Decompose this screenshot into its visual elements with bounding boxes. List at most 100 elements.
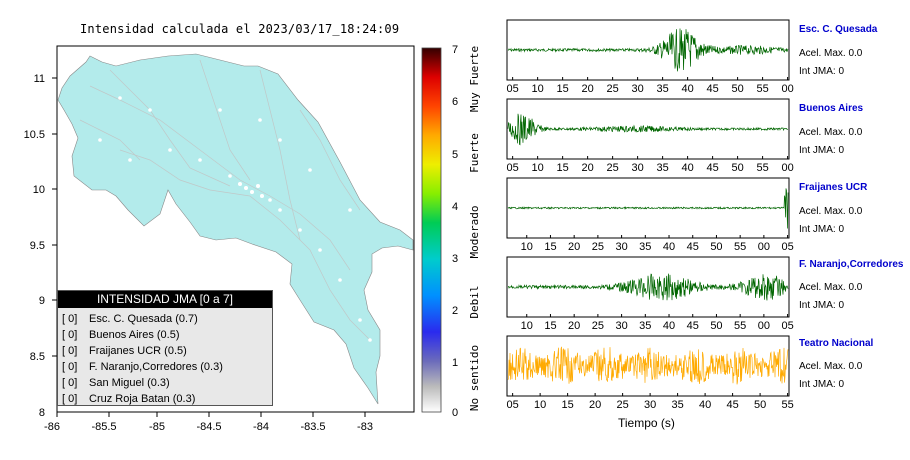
- costa-rica-land: [57, 53, 414, 405]
- trace-tick-label: 35: [671, 399, 683, 411]
- trace-tick-label: 15: [544, 320, 556, 332]
- trace-tick-label: 30: [631, 162, 643, 174]
- trace-tick-label: 05: [781, 241, 793, 253]
- trace-tick-label: 00: [758, 320, 770, 332]
- legend-value: [ 0]: [62, 345, 78, 357]
- lon-ticks: [56, 412, 366, 417]
- trace-tick-label: 10: [534, 399, 546, 411]
- trace-tick-label: 15: [557, 162, 569, 174]
- trace-tick-label: 30: [644, 399, 656, 411]
- map-title: Intensidad calculada el 2023/03/17_18:24…: [80, 22, 400, 36]
- trace-tick-label: 15: [562, 399, 574, 411]
- trace-tick-label: 00: [758, 241, 770, 253]
- trace-tick-label: 05: [781, 320, 793, 332]
- trace-tick-label: 05: [507, 399, 519, 411]
- trace-tick-label: 50: [731, 83, 743, 95]
- trace-tick-label: 55: [734, 320, 746, 332]
- lat-tick-labels: 11 10.5 10 9.5 9 8.5 8: [24, 73, 45, 419]
- trace-panel: 05 10 15 20 25 30 35 40 45 50 55: [506, 335, 794, 411]
- trace-tick-label: 20: [582, 83, 594, 95]
- lat-tick-label: 8: [39, 407, 45, 419]
- trace-tick-label: 15: [557, 83, 569, 95]
- trace-tick-label: 55: [734, 241, 746, 253]
- trace-tick-label: 50: [710, 241, 722, 253]
- trace-tick-label: 50: [710, 320, 722, 332]
- trace-tick-label: 35: [639, 320, 651, 332]
- legend-station: Cruz Roja Batan (0.3): [89, 393, 196, 405]
- trace-tick-label: 55: [781, 399, 793, 411]
- legend-row: [ 0] Fraijanes UCR (0.5): [58, 343, 272, 359]
- trace-2-name: Fraijanes UCR: [799, 182, 868, 193]
- intensity-legend: INTENSIDAD JMA [0 a 7] [ 0] Esc. C. Quesa…: [57, 290, 273, 406]
- trace-tick-label: 45: [706, 83, 718, 95]
- lon-tick-label: -86: [44, 421, 60, 433]
- lon-tick-label: -84.5: [196, 421, 221, 433]
- trace-1-name: Buenos Aires: [799, 103, 864, 114]
- trace-tick-label: 20: [589, 399, 601, 411]
- trace-0-jma: Int JMA: 0: [799, 66, 845, 77]
- trace-4-name: Teatro Nacional: [799, 338, 874, 349]
- trace-tick-label: 40: [699, 399, 711, 411]
- trace-1-acel: Acel. Max. 0.0: [799, 127, 863, 138]
- trace-tick-label: 35: [656, 83, 668, 95]
- lat-tick-label: 11: [34, 73, 45, 85]
- trace-tick-label: 50: [731, 162, 743, 174]
- map-roads: [79, 59, 371, 341]
- lat-tick-label: 9.5: [30, 240, 45, 252]
- legend-row: [ 0] F. Naranjo,Corredores (0.3): [58, 359, 272, 375]
- legend-value: [ 0]: [62, 313, 78, 325]
- trace-tick-label: 00: [781, 162, 793, 174]
- trace-tick-label: 25: [606, 162, 618, 174]
- trace-tick-label: 40: [681, 162, 693, 174]
- trace-1-jma: Int JMA: 0: [799, 145, 845, 156]
- trace-3-jma: Int JMA: 0: [799, 300, 845, 311]
- legend-value: [ 0]: [62, 377, 78, 389]
- trace-waveform: [507, 28, 789, 72]
- trace-3-name: F. Naranjo,Corredores: [799, 259, 904, 270]
- time-axis-label: Tiempo (s): [618, 416, 675, 430]
- legend-value: [ 0]: [62, 329, 78, 341]
- trace-panel: 05 10 15 20 25 30 35 40 45 50 55 00: [506, 19, 794, 95]
- trace-tick-label: 30: [615, 320, 627, 332]
- legend-row: [ 0] Buenos Aires (0.5): [58, 327, 272, 343]
- trace-tick-label: 45: [706, 162, 718, 174]
- legend-row: [ 0] San Miguel (0.3): [58, 375, 272, 391]
- trace-tick-label: 10: [521, 320, 533, 332]
- trace-waveform: [507, 273, 789, 301]
- lon-tick-label: -85: [149, 421, 165, 433]
- trace-tick-label: 10: [521, 241, 533, 253]
- trace-tick-label: 50: [754, 399, 766, 411]
- trace-tick-label: 45: [687, 241, 699, 253]
- trace-tick-label: 15: [544, 241, 556, 253]
- legend-station: San Miguel (0.3): [89, 377, 170, 389]
- trace-3-acel: Acel. Max. 0.0: [799, 282, 863, 293]
- lat-tick-label: 8.5: [30, 351, 45, 363]
- lat-tick-label: 9: [39, 295, 45, 307]
- legend-value: [ 0]: [62, 361, 78, 373]
- lon-tick-labels: -86 -85.5 -85 -84.5 -84 -83.5 -83: [44, 421, 373, 433]
- trace-tick-label: 45: [687, 320, 699, 332]
- trace-2-jma: Int JMA: 0: [799, 224, 845, 235]
- lat-tick-label: 10.5: [24, 129, 45, 141]
- trace-tick-label: 10: [532, 83, 544, 95]
- trace-tick-label: 40: [663, 241, 675, 253]
- legend-station: Fraijanes UCR (0.5): [89, 345, 187, 357]
- trace-tick-label: 25: [592, 320, 604, 332]
- trace-waveform: [507, 113, 789, 146]
- trace-tick-label: 05: [507, 162, 519, 174]
- trace-panel: 10 15 20 25 30 35 40 45 50 55 00 05: [506, 256, 794, 332]
- trace-tick-label: 20: [582, 162, 594, 174]
- trace-tick-label: 45: [726, 399, 738, 411]
- legend-station: Esc. C. Quesada (0.7): [89, 313, 198, 325]
- trace-tick-label: 35: [656, 162, 668, 174]
- trace-tick-label: 20: [568, 241, 580, 253]
- trace-panel: 10 15 20 25 30 35 40 45 50 55 00 05: [506, 177, 794, 253]
- trace-tick-label: 40: [681, 83, 693, 95]
- trace-tick-label: 20: [568, 320, 580, 332]
- lat-ticks: [52, 77, 57, 357]
- trace-tick-label: 00: [781, 83, 793, 95]
- trace-tick-label: 35: [639, 241, 651, 253]
- trace-panel: 05 10 15 20 25 30 35 40 45 50 55 00: [506, 98, 794, 174]
- legend-row: [ 0] Cruz Roja Batan (0.3): [58, 391, 272, 407]
